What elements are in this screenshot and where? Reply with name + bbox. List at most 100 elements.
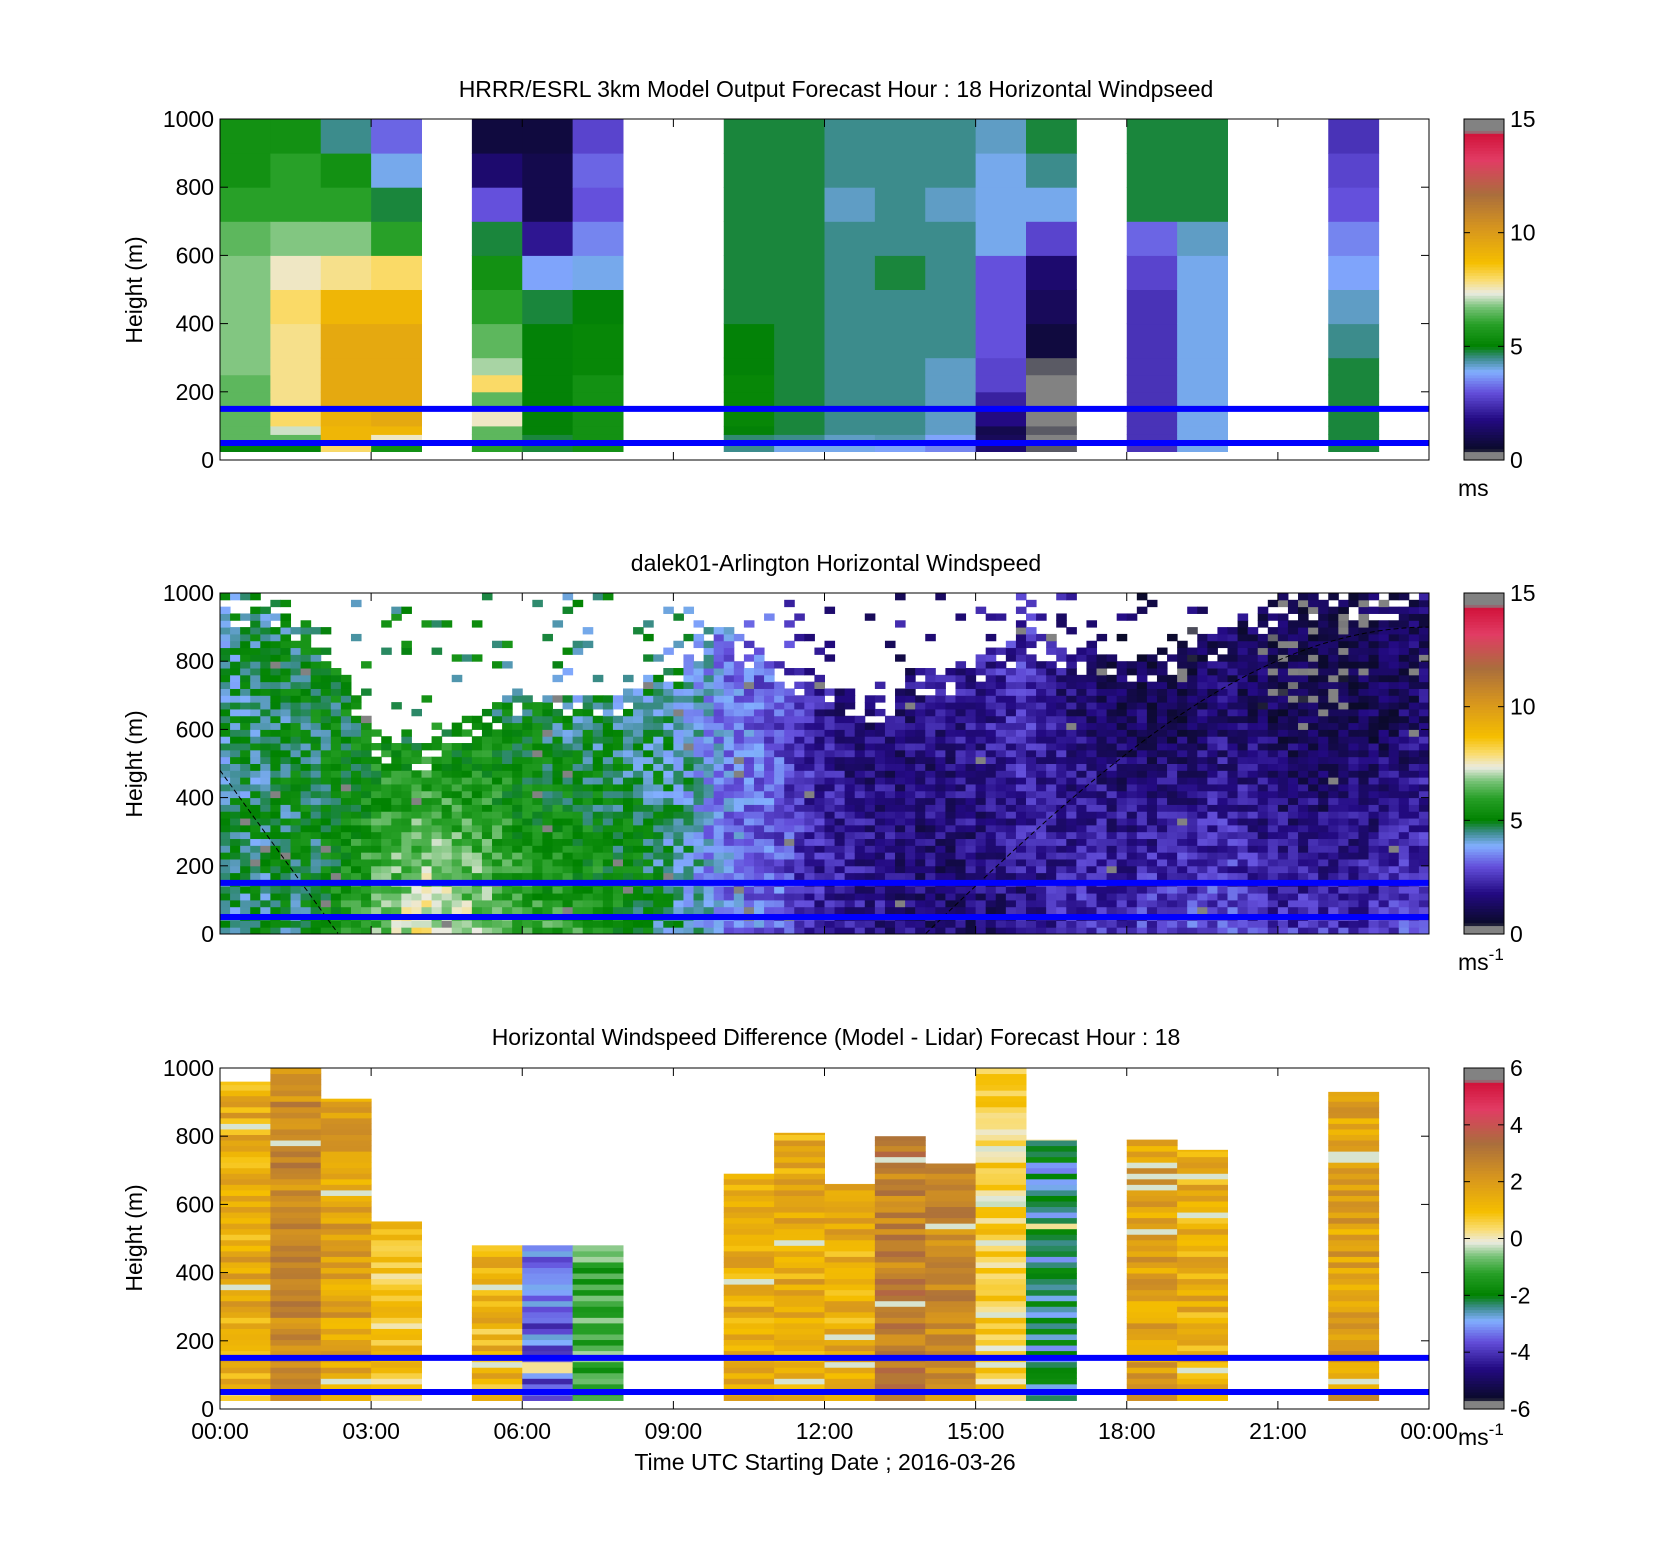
heatmap-cell	[1086, 661, 1098, 669]
heatmap-cell	[512, 715, 523, 724]
colorbar-segment	[1464, 261, 1504, 265]
heatmap-cell	[280, 722, 292, 730]
heatmap-cell	[824, 357, 876, 376]
heatmap-cell	[1197, 797, 1208, 805]
heatmap-cell	[844, 852, 856, 860]
heatmap-cell	[834, 886, 846, 894]
heatmap-cell	[975, 831, 987, 840]
heatmap-cell	[854, 831, 866, 840]
heatmap-cell	[1227, 770, 1239, 778]
heatmap-cell	[965, 858, 977, 867]
heatmap-cell	[834, 899, 846, 908]
heatmap-cell	[522, 153, 574, 188]
heatmap-cell	[401, 852, 412, 860]
heatmap-cell	[220, 681, 231, 689]
heatmap-cell	[663, 872, 674, 880]
colorbar-segment	[1464, 423, 1504, 427]
heatmap-cell	[250, 633, 261, 642]
heatmap-cell	[1207, 715, 1218, 724]
heatmap-cell	[814, 811, 825, 819]
heatmap-cell	[441, 824, 453, 833]
heatmap-cell	[703, 804, 715, 812]
heatmap-cell	[1207, 777, 1218, 785]
heatmap-cell	[643, 633, 654, 642]
heatmap-cell	[1328, 777, 1339, 785]
heatmap-cell	[1167, 872, 1178, 880]
heatmap-cell	[864, 920, 876, 928]
heatmap-cell	[784, 749, 795, 758]
heatmap-cell	[975, 729, 987, 737]
heatmap-cell	[562, 811, 574, 819]
heatmap-cell	[1287, 620, 1299, 628]
heatmap-cell	[764, 729, 775, 737]
heatmap-cell	[401, 886, 412, 894]
heatmap-cell	[250, 865, 261, 874]
heatmap-cell	[814, 770, 825, 778]
heatmap-cell	[1026, 627, 1037, 635]
heatmap-cell	[240, 770, 251, 778]
heatmap-cell	[683, 777, 695, 785]
heatmap-cell	[1005, 722, 1017, 730]
heatmap-cell	[1257, 893, 1269, 901]
heatmap-cell	[481, 811, 493, 819]
heatmap-cell	[824, 743, 836, 751]
colorbar-segment	[1464, 386, 1504, 390]
heatmap-cell	[975, 715, 987, 724]
heatmap-cell	[1066, 845, 1077, 853]
heatmap-cell	[1237, 858, 1249, 867]
heatmap-cell	[1338, 920, 1349, 928]
heatmap-cell	[743, 640, 755, 649]
heatmap-cell	[582, 627, 594, 635]
heatmap-cell	[502, 886, 513, 894]
heatmap-cell	[633, 927, 644, 935]
colorbar-segment	[1464, 442, 1504, 447]
heatmap-cell	[592, 777, 604, 785]
heatmap-cell	[985, 893, 997, 901]
heatmap-cell	[381, 906, 392, 915]
heatmap-cell	[1348, 872, 1359, 880]
colorbar-segment	[1464, 434, 1504, 438]
heatmap-cell	[1318, 818, 1329, 826]
colorbar-segment	[1464, 400, 1504, 404]
heatmap-cell	[1177, 777, 1188, 785]
heatmap-cell	[1358, 906, 1370, 915]
heatmap-cell	[1308, 818, 1319, 826]
heatmap-cell	[310, 818, 322, 826]
heatmap-cell	[824, 722, 836, 730]
heatmap-cell	[1338, 647, 1349, 655]
heatmap-cell	[1308, 736, 1319, 744]
heatmap-cell	[683, 743, 695, 751]
heatmap-cell	[663, 886, 674, 894]
heatmap-cell	[824, 654, 836, 662]
heatmap-cell	[643, 893, 654, 901]
heatmap-cell	[310, 688, 322, 696]
heatmap-cell	[1338, 824, 1349, 833]
heatmap-cell	[985, 920, 997, 928]
heatmap-cell	[592, 756, 604, 764]
heatmap-cell	[1197, 668, 1208, 676]
heatmap-cell	[965, 838, 977, 846]
heatmap-cell	[693, 777, 705, 785]
heatmap-cell	[895, 838, 906, 846]
heatmap-cell	[1277, 872, 1289, 880]
heatmap-cell	[1116, 845, 1128, 853]
heatmap-cell	[834, 715, 846, 724]
heatmap-cell	[330, 777, 342, 785]
heatmap-cell	[431, 743, 443, 751]
heatmap-cell	[884, 927, 896, 935]
heatmap-cell	[421, 756, 433, 764]
colorbar-segment	[1464, 440, 1504, 444]
heatmap-cell	[713, 886, 725, 894]
heatmap-cell	[230, 858, 241, 867]
heatmap-cell	[995, 613, 1007, 621]
heatmap-cell	[1328, 824, 1339, 833]
heatmap-cell	[350, 886, 362, 894]
heatmap-cell	[663, 770, 674, 778]
heatmap-cell	[421, 927, 433, 935]
heatmap-cell	[1328, 695, 1339, 703]
heatmap-cell	[955, 708, 967, 717]
heatmap-cell	[774, 893, 785, 901]
heatmap-cell	[884, 886, 896, 894]
heatmap-cell	[1187, 899, 1198, 908]
heatmap-cell	[834, 736, 846, 744]
